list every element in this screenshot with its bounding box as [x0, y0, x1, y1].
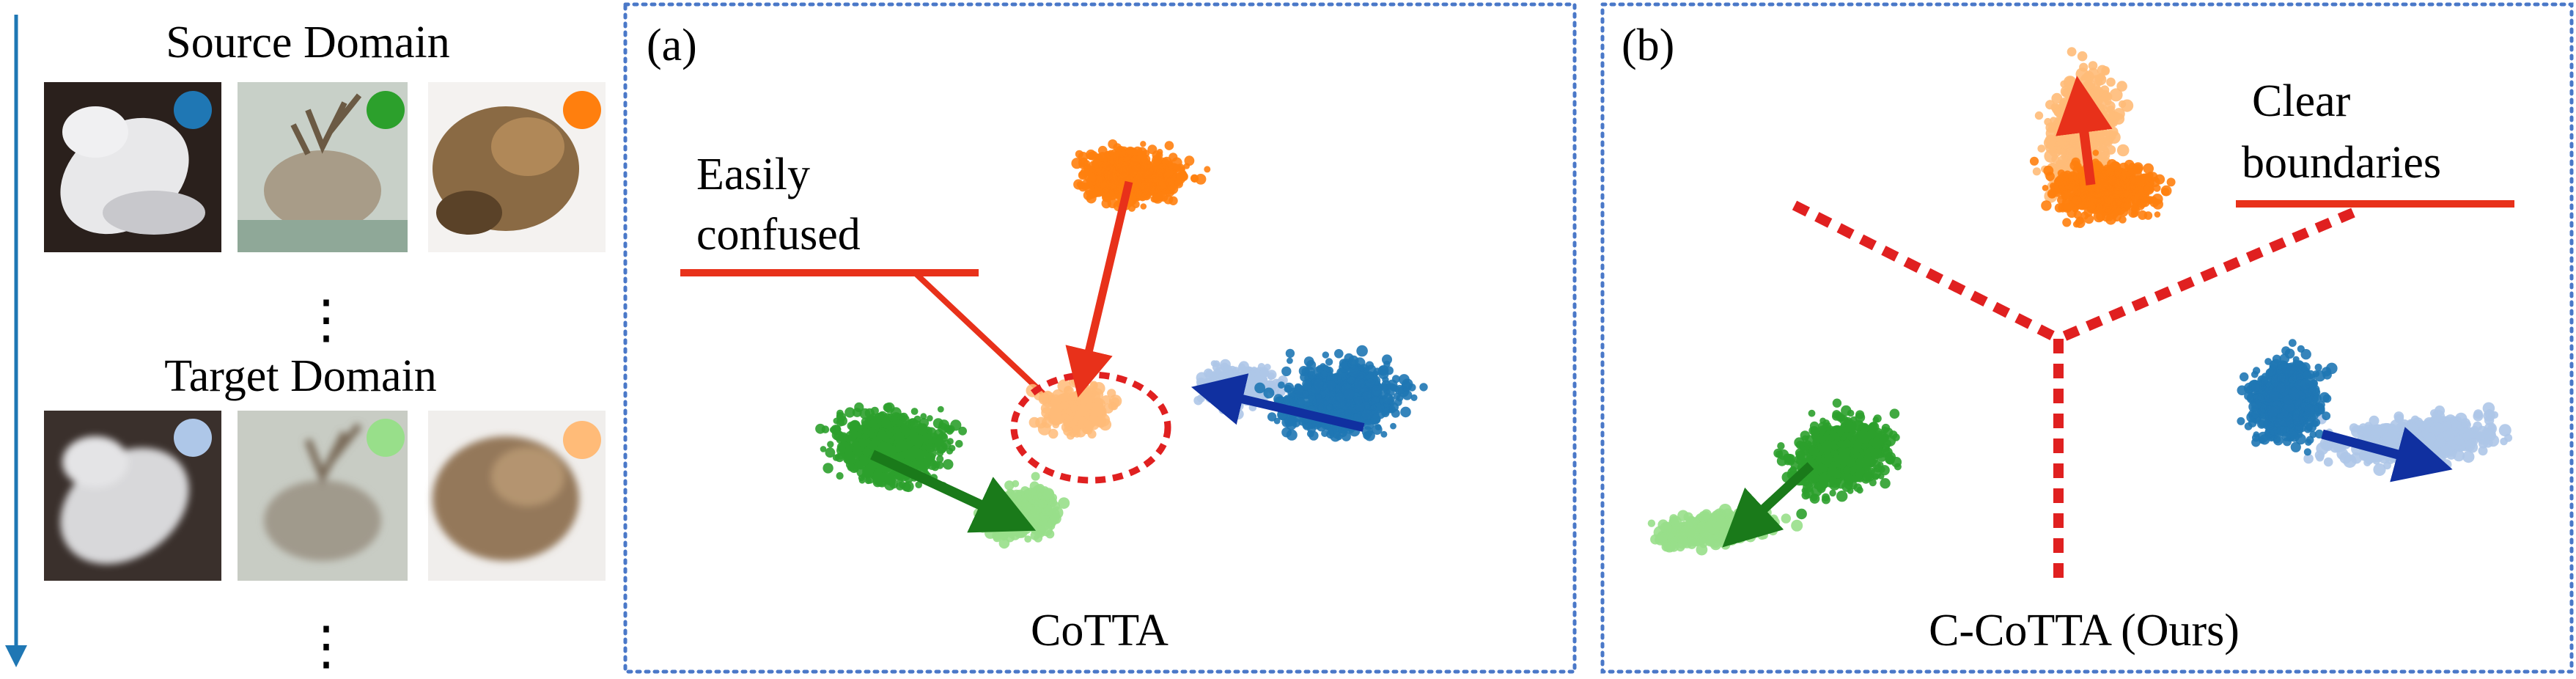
cluster-orange-target-a [1026, 375, 1122, 440]
annotation-pointer-a [913, 271, 1054, 404]
panel-a-cotta: (a) Easily confused CoTTA [623, 2, 1577, 674]
class-dot-light-blue [174, 419, 212, 457]
ellipsis-2: ⋮ [300, 617, 353, 675]
panel-b-caption: C-CoTTA (Ours) [1929, 606, 2240, 656]
source-domain-title: Source Domain [166, 18, 449, 67]
panel-b-annotation-line1: Clear [2252, 76, 2351, 126]
source-image-deer [238, 82, 408, 252]
class-dot-green [367, 91, 405, 129]
boundary-right [2056, 208, 2355, 344]
shift-arrow-green-a [870, 449, 1037, 533]
decision-boundaries [1792, 200, 2355, 587]
source-image-bird [44, 82, 221, 252]
target-image-frog [428, 411, 606, 581]
cluster-blue-source-a [1254, 345, 1428, 442]
class-dot-orange [563, 91, 601, 129]
cluster-green-source-b [1773, 398, 1902, 520]
class-dot-light-green [367, 419, 405, 457]
cluster-orange-source-a [1071, 139, 1211, 212]
shift-arrow-blue-b [2321, 427, 2453, 482]
cluster-orange-source-b [2029, 150, 2176, 228]
boundary-left [1792, 200, 2061, 344]
target-domain-title: Target Domain [164, 351, 437, 401]
panel-a-annotation-line1: Easily [696, 150, 810, 199]
target-image-deer [238, 411, 408, 581]
domain-samples-panel: Source Domain ⋮ Target Domain [5, 15, 606, 675]
shift-arrow-green-b [1722, 462, 1814, 548]
cluster-green-source-a [815, 402, 967, 493]
ellipsis-1: ⋮ [300, 290, 353, 349]
shift-arrow-orange-b [2056, 76, 2113, 186]
shift-arrow-orange-a [1065, 180, 1133, 398]
cluster-blue-source-b [2237, 339, 2338, 456]
target-image-bird [44, 411, 221, 581]
panel-a-frame [623, 2, 1577, 674]
panel-a-tag: (a) [647, 21, 697, 70]
panel-a-caption: CoTTA [1031, 606, 1169, 656]
cluster-green-target-b [1647, 504, 1803, 556]
panel-b-tag: (b) [1622, 21, 1674, 70]
shift-arrow-blue-a [1191, 373, 1365, 432]
panel-a-annotation-line2: confused [696, 210, 861, 260]
class-dot-light-orange [563, 421, 601, 459]
panel-b-annotation-line2: boundaries [2242, 138, 2441, 188]
class-dot-blue [174, 91, 212, 129]
panel-b-c-cotta: (b) Clear boundaries C-CoTTA (Ours) [1600, 2, 2574, 674]
source-image-frog [428, 82, 606, 252]
panel-b-frame [1600, 2, 2574, 674]
